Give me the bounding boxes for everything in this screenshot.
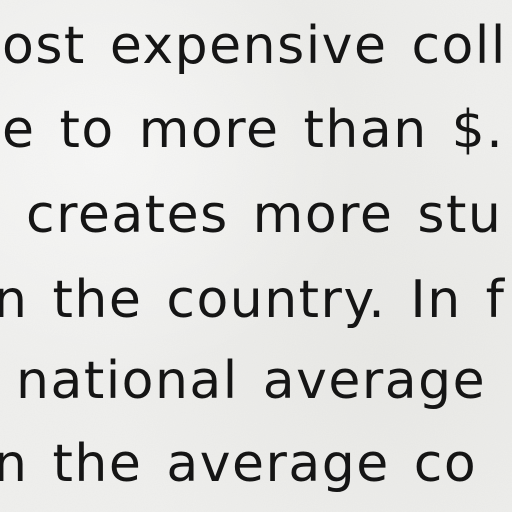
text-line-1: ost expensive coll xyxy=(2,16,507,76)
text-line-2: e to more than $. xyxy=(2,100,505,160)
text-line-5: national average xyxy=(16,351,487,411)
text-line-4: n the country. In f xyxy=(0,270,506,330)
text-line-3: creates more stu xyxy=(26,185,503,245)
text-line-6: n the average co xyxy=(0,434,478,494)
